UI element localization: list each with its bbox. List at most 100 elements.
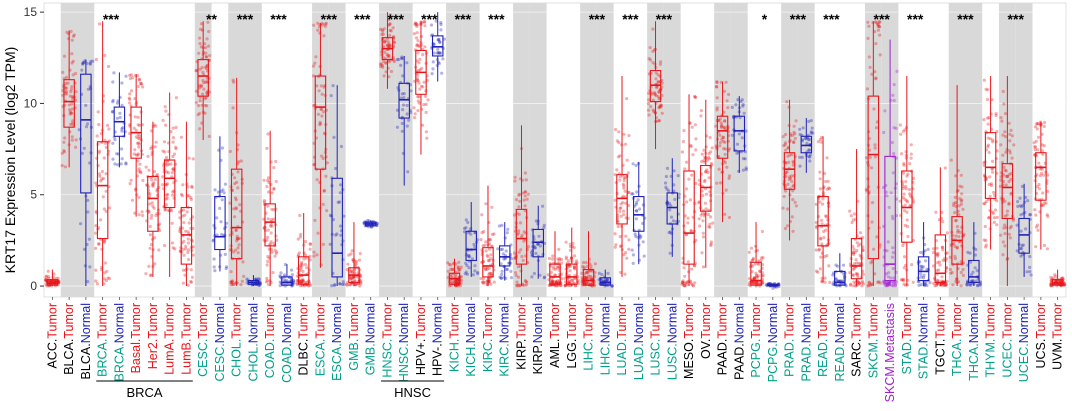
- data-point: [380, 28, 384, 32]
- data-point: [148, 224, 152, 229]
- data-point: [387, 53, 391, 58]
- data-point: [500, 247, 505, 251]
- box-iqr: [783, 152, 796, 190]
- data-point: [882, 130, 886, 135]
- data-point: [793, 132, 797, 136]
- box-chol-tumor: [230, 77, 243, 287]
- data-point: [954, 218, 958, 222]
- data-point: [820, 202, 825, 206]
- data-point: [228, 201, 232, 205]
- data-point: [467, 253, 471, 258]
- data-point: [671, 219, 676, 223]
- data-point: [449, 267, 453, 271]
- shade-band: [596, 3, 614, 297]
- data-point: [822, 229, 826, 234]
- x-tick-label: LGG.Tumor: [565, 303, 579, 369]
- data-point: [637, 207, 642, 211]
- data-point: [793, 200, 797, 204]
- data-point: [457, 260, 461, 264]
- data-point: [906, 172, 910, 176]
- data-point: [534, 251, 538, 255]
- box-pcpg-normal: [767, 283, 779, 287]
- data-point: [586, 281, 590, 285]
- data-point: [547, 256, 552, 261]
- x-label-suffix: Normal: [431, 303, 445, 343]
- data-point: [422, 19, 426, 24]
- data-point: [353, 279, 357, 283]
- data-point: [536, 243, 540, 247]
- data-point: [65, 30, 69, 34]
- x-label-suffix: Tumor: [749, 303, 763, 339]
- data-point: [68, 110, 72, 114]
- data-point: [798, 132, 802, 137]
- data-point: [173, 247, 177, 251]
- x-tick-label: LUSC.Normal: [665, 303, 679, 380]
- data-point: [631, 192, 635, 196]
- data-point: [785, 100, 789, 104]
- box-lihc-tumor: [582, 231, 595, 287]
- data-point: [1009, 224, 1013, 229]
- data-point: [225, 221, 229, 225]
- x-label-prefix: KICH.: [448, 339, 462, 372]
- data-point: [911, 238, 916, 243]
- data-point: [283, 273, 287, 277]
- data-point: [693, 281, 697, 285]
- data-point: [265, 279, 270, 283]
- data-point: [200, 121, 204, 125]
- data-point: [743, 157, 747, 161]
- data-point: [202, 87, 206, 91]
- data-point: [636, 198, 640, 202]
- box-iqr: [46, 279, 59, 286]
- data-point: [683, 281, 687, 285]
- shade-band: [647, 3, 664, 297]
- data-point: [919, 275, 923, 279]
- data-point: [446, 261, 450, 265]
- data-point: [971, 270, 975, 274]
- data-point: [512, 213, 517, 217]
- data-point: [823, 276, 827, 280]
- data-point: [991, 170, 995, 174]
- data-point: [622, 213, 626, 217]
- data-point: [513, 251, 517, 255]
- data-point: [870, 282, 874, 286]
- data-point: [317, 75, 321, 79]
- data-point: [271, 271, 275, 275]
- x-label-suffix: Normal: [598, 303, 612, 343]
- data-point: [1020, 205, 1024, 209]
- data-point: [525, 280, 529, 284]
- data-point: [451, 267, 455, 271]
- data-point: [237, 243, 241, 247]
- data-point: [127, 96, 131, 100]
- x-label-suffix: Normal: [531, 303, 545, 343]
- data-point: [438, 51, 442, 55]
- data-point: [148, 192, 152, 196]
- data-point: [205, 80, 209, 84]
- data-point: [558, 257, 562, 261]
- data-point: [104, 172, 108, 176]
- data-point: [864, 156, 869, 160]
- data-point: [454, 273, 458, 277]
- data-point: [71, 59, 75, 63]
- data-point: [182, 253, 186, 257]
- data-point: [818, 200, 822, 204]
- data-point: [727, 147, 732, 151]
- data-point: [278, 284, 282, 288]
- data-point: [756, 274, 760, 278]
- x-tick-label: STAD.Normal: [917, 303, 931, 379]
- data-point: [902, 282, 906, 286]
- x-label-suffix: Tumor: [649, 303, 663, 339]
- data-point: [818, 236, 823, 241]
- data-point: [318, 120, 322, 124]
- data-point: [754, 271, 758, 275]
- data-point: [1007, 232, 1011, 236]
- data-point: [852, 267, 857, 271]
- data-point: [820, 135, 824, 139]
- data-point: [203, 97, 207, 101]
- data-point: [852, 252, 856, 256]
- box-iqr: [917, 256, 930, 282]
- data-point: [884, 280, 889, 285]
- data-point: [954, 219, 958, 223]
- data-point: [269, 217, 274, 222]
- data-point: [386, 54, 390, 58]
- data-point: [1003, 112, 1008, 116]
